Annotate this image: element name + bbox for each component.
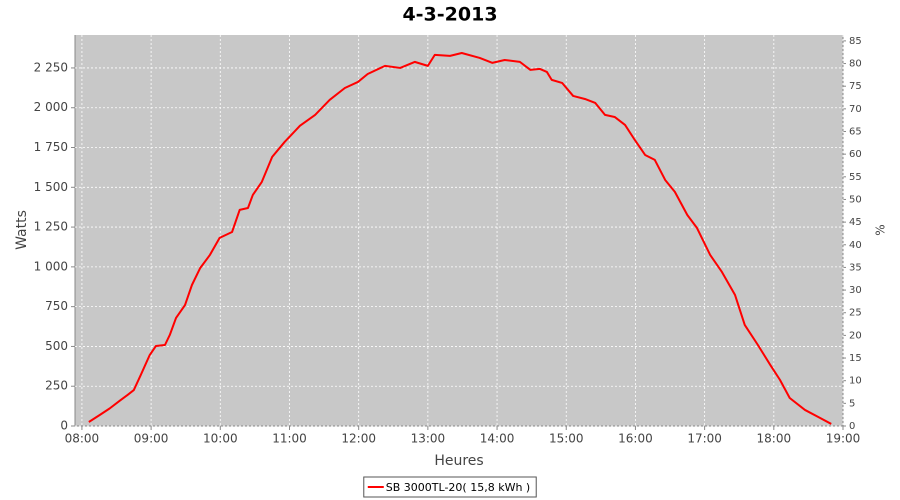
y2-tick-label: 20 bbox=[849, 330, 862, 341]
x-tick-label: 16:00 bbox=[618, 432, 653, 446]
y-tick-label: 750 bbox=[45, 299, 68, 313]
y-tick-label: 500 bbox=[45, 339, 68, 353]
x-tick-label: 09:00 bbox=[134, 432, 169, 446]
x-tick-label: 13:00 bbox=[411, 432, 446, 446]
y2-tick-label: 75 bbox=[849, 81, 862, 92]
y2-tick-label: 45 bbox=[849, 217, 862, 228]
x-tick-label: 19:00 bbox=[826, 432, 861, 446]
y-tick-label: 1 000 bbox=[34, 259, 68, 273]
y2-tick-label: 25 bbox=[849, 308, 862, 319]
x-tick-label: 12:00 bbox=[341, 432, 376, 446]
x-tick-label: 17:00 bbox=[687, 432, 722, 446]
y2-tick-label: 10 bbox=[849, 376, 862, 387]
plot-area bbox=[75, 35, 843, 426]
y2-axis-label: % bbox=[874, 224, 888, 235]
y2-tick-label: 70 bbox=[849, 104, 862, 115]
y2-tick-label: 35 bbox=[849, 262, 862, 273]
y2-tick-label: 30 bbox=[849, 285, 862, 296]
y2-tick-label: 85 bbox=[849, 36, 862, 47]
y-tick-label: 250 bbox=[45, 379, 68, 393]
y2-tick-label: 60 bbox=[849, 149, 862, 160]
legend-label: SB 3000TL-20( 15,8 kWh ) bbox=[386, 481, 530, 494]
y2-tick-label: 80 bbox=[849, 59, 862, 70]
y-tick-label: 2 000 bbox=[34, 100, 68, 114]
x-tick-label: 11:00 bbox=[272, 432, 307, 446]
y-tick-label: 1 500 bbox=[34, 180, 68, 194]
y-tick-label: 0 bbox=[60, 419, 68, 433]
y2-tick-label: 55 bbox=[849, 172, 862, 183]
y2-tick-label: 40 bbox=[849, 240, 862, 251]
x-tick-label: 10:00 bbox=[203, 432, 238, 446]
y-tick-label: 1 250 bbox=[34, 220, 68, 234]
y2-tick-label: 0 bbox=[849, 421, 855, 432]
x-tick-label: 08:00 bbox=[65, 432, 100, 446]
y2-tick-label: 5 bbox=[849, 398, 855, 409]
x-axis-label: Heures bbox=[434, 453, 483, 469]
x-tick-label: 18:00 bbox=[757, 432, 792, 446]
y-tick-label: 2 250 bbox=[34, 60, 68, 74]
y2-tick-label: 15 bbox=[849, 353, 862, 364]
x-tick-label: 14:00 bbox=[480, 432, 515, 446]
series-line bbox=[88, 51, 832, 425]
x-tick-label: 15:00 bbox=[549, 432, 584, 446]
y-tick-label: 1 750 bbox=[34, 140, 68, 154]
chart-title: 4-3-2013 bbox=[402, 4, 497, 26]
y2-tick-label: 50 bbox=[849, 194, 862, 205]
y-axis-label: Watts bbox=[14, 210, 30, 250]
y2-tick-label: 65 bbox=[849, 127, 862, 138]
legend bbox=[363, 476, 537, 498]
